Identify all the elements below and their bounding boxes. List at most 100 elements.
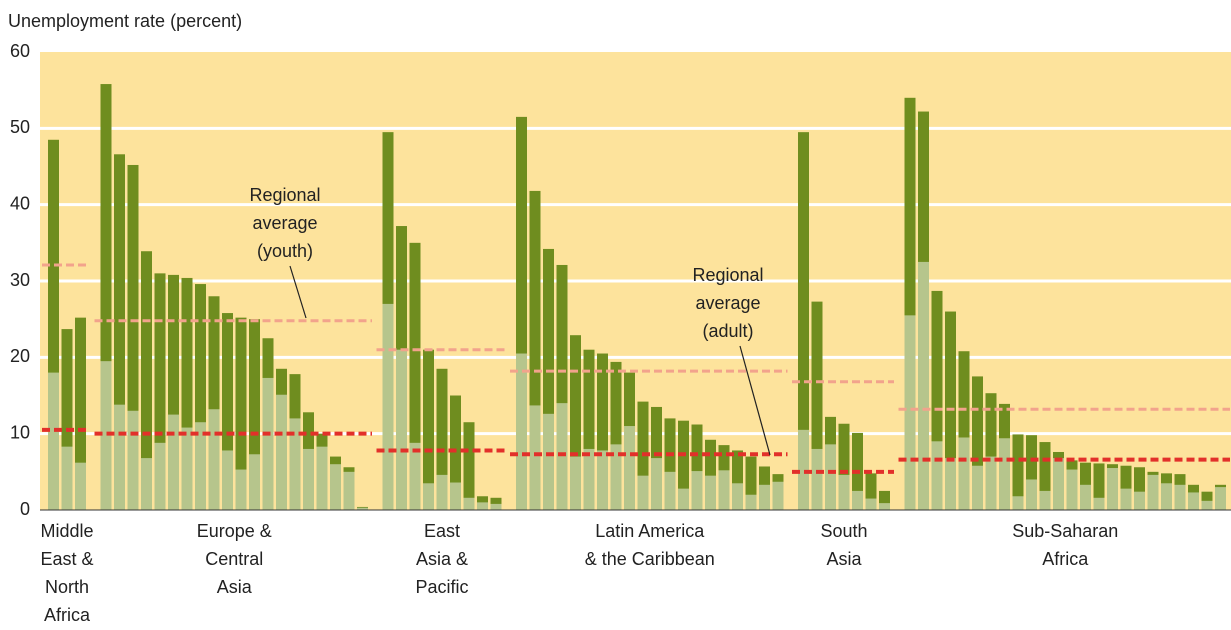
adult-bar — [61, 446, 73, 510]
adult-bar — [75, 462, 86, 510]
adult-bar — [651, 458, 662, 510]
annotation-leader — [739, 345, 771, 456]
youth-bar — [972, 376, 983, 510]
youth-bar — [543, 248, 554, 510]
adult-bar — [450, 482, 461, 510]
adult-bar — [1215, 487, 1226, 510]
adult-bar — [516, 353, 527, 510]
adult-bar — [396, 349, 407, 510]
adult-bar — [624, 426, 635, 510]
youth-bar — [664, 418, 676, 510]
youth-bar — [61, 329, 73, 510]
youth-bar — [450, 395, 461, 510]
youth-bar — [732, 450, 743, 510]
adult-bar — [1174, 484, 1186, 510]
youth-bar — [678, 420, 689, 510]
youth-bar — [610, 361, 622, 510]
adult-bar — [382, 303, 394, 510]
adult-bar — [556, 403, 568, 510]
youth-bar — [48, 139, 59, 511]
adult-bar — [945, 458, 956, 510]
adult-bar — [1161, 483, 1172, 510]
annotation-leader — [289, 265, 307, 319]
adult-bar — [838, 474, 850, 510]
adult-bar — [1080, 484, 1091, 510]
adult-bar — [357, 507, 368, 510]
adult-bar — [1039, 490, 1051, 510]
youth-bar — [570, 335, 581, 510]
youth-bar — [798, 132, 809, 510]
adult-bar — [330, 464, 341, 510]
youth-bar — [705, 439, 716, 510]
youth-bar — [516, 116, 527, 510]
y-tick-label: 50 — [10, 117, 30, 137]
adult-bar — [879, 503, 890, 510]
adult-bar — [852, 490, 863, 510]
annotation: average — [695, 293, 760, 313]
region-label: East — [424, 521, 460, 541]
region-label: Africa — [44, 605, 91, 625]
youth-bar — [1134, 467, 1145, 510]
y-tick-label: 0 — [20, 499, 30, 519]
adult-bar — [811, 448, 823, 510]
youth-bar — [583, 349, 595, 510]
youth-bar — [154, 273, 166, 510]
adult-bar — [678, 488, 689, 510]
youth-bar — [865, 473, 877, 510]
region-label: & the Caribbean — [585, 549, 715, 569]
adult-bar — [825, 444, 836, 510]
adult-bar — [1107, 468, 1118, 510]
annotation: (adult) — [702, 321, 753, 341]
adult-bar — [141, 458, 152, 510]
adult-bar — [732, 483, 743, 510]
adult-bar — [1026, 479, 1037, 510]
youth-bar — [1039, 442, 1051, 510]
region-label: Africa — [1042, 549, 1089, 569]
region-label: Asia — [826, 549, 862, 569]
adult-bar — [222, 450, 233, 510]
youth-bar — [1120, 465, 1132, 510]
youth-bar — [141, 251, 152, 511]
region-label: East & — [40, 549, 93, 569]
annotation: (youth) — [257, 241, 313, 261]
adult-bar — [637, 475, 649, 510]
youth-bar — [100, 84, 112, 510]
adult-bar — [436, 474, 448, 510]
adult-bar — [597, 450, 608, 510]
adult-bar — [423, 483, 434, 510]
youth-bar — [1026, 435, 1037, 510]
adult-bar — [543, 413, 554, 510]
region-label: Asia — [217, 577, 253, 597]
youth-bar — [168, 274, 179, 510]
annotation: Regional — [692, 265, 763, 285]
region-label: South — [820, 521, 867, 541]
adult-bar — [127, 410, 139, 510]
adult-bar — [931, 441, 943, 510]
adult-bar — [289, 418, 301, 510]
adult-bar — [1120, 488, 1132, 510]
adult-bar — [1147, 474, 1159, 510]
adult-bar — [181, 427, 193, 510]
youth-bar — [879, 490, 890, 510]
y-tick-label: 20 — [10, 346, 30, 366]
region-label: Sub-Saharan — [1012, 521, 1118, 541]
adult-bar — [490, 503, 502, 510]
youth-bar — [436, 368, 448, 510]
youth-bar — [1093, 463, 1105, 510]
youth-bar — [838, 423, 850, 510]
adult-bar — [745, 494, 757, 510]
adult-bar — [316, 446, 328, 510]
adult-bar — [168, 414, 179, 510]
youth-bar — [490, 497, 502, 510]
youth-bar — [904, 97, 916, 511]
youth-bar — [222, 313, 233, 510]
adult-bar — [691, 471, 703, 510]
adult-bar — [303, 448, 314, 510]
adult-bar — [705, 475, 716, 510]
y-tick-label: 10 — [10, 422, 30, 442]
adult-bar — [999, 438, 1010, 510]
adult-bar — [583, 448, 595, 510]
youth-bar — [463, 422, 475, 510]
youth-bar — [958, 351, 970, 510]
youth-bar — [945, 311, 956, 510]
